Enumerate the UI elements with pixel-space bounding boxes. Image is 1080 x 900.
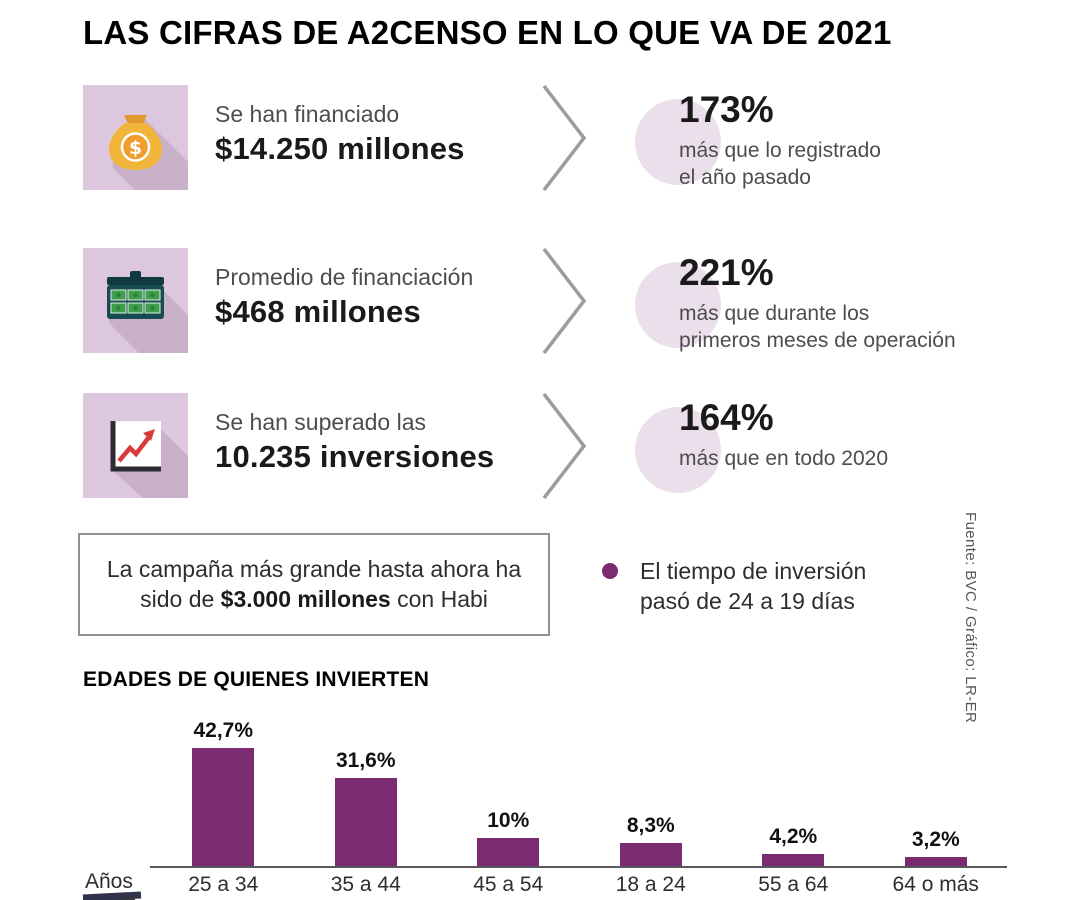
pct-description-line1: más que durante los <box>679 302 870 325</box>
svg-text:$: $ <box>129 137 142 159</box>
bar-column: 10% <box>437 809 580 866</box>
pct-description: más que lo registrado el año pasado <box>679 137 881 191</box>
pct-description-line2: primeros meses de operación <box>679 329 956 352</box>
stat-value: 10.235 inversiones <box>215 439 495 474</box>
chevron-right-icon <box>542 392 587 500</box>
bar-chart-categories: 25 a 34 35 a 44 45 a 54 18 a 24 55 a 64 64 o … <box>152 873 1007 897</box>
bar <box>334 778 397 866</box>
bullet-dot-icon <box>602 563 618 579</box>
bar-category-label: 45 a 54 <box>473 873 544 896</box>
pct-value: 164% <box>679 397 774 438</box>
bar-value-label: 3,2% <box>911 828 960 851</box>
growth-chart-icon <box>83 393 188 498</box>
stat-label: Se han superado las <box>215 409 426 435</box>
campaign-highlight-text: La campaña más grande hasta ahora ha sid… <box>99 554 529 614</box>
bar <box>619 843 682 866</box>
bar-column: 3,2% <box>865 828 1008 866</box>
bar-category-label: 64 o más <box>892 873 979 896</box>
pct-value: 221% <box>679 252 774 293</box>
bar-column: 4,2% <box>722 825 865 866</box>
bar-category-label: 55 a 64 <box>758 873 829 896</box>
bar-column: 8,3% <box>580 814 723 866</box>
bar-category-label: 18 a 24 <box>615 873 686 896</box>
pct-circle <box>635 407 721 493</box>
stat-label: Promedio de financiación <box>215 264 474 290</box>
pct-description-line2: el año pasado <box>679 166 811 189</box>
pct-description-line1: más que lo registrado <box>679 139 881 162</box>
stat-row-average: Promedio de financiación $468 millones 2… <box>0 247 1080 363</box>
bar-value-label: 4,2% <box>769 825 818 848</box>
campaign-highlight-box: La campaña más grande hasta ahora ha sid… <box>78 533 550 636</box>
bar-value-label: 8,3% <box>626 814 675 837</box>
pct-description: más que en todo 2020 <box>679 445 888 472</box>
bar <box>477 838 540 866</box>
bar-value-label: 10% <box>487 809 530 832</box>
stat-row-financed: $ Se han financiado $14.250 millones 173… <box>0 84 1080 200</box>
bar-value-label: 31,6% <box>335 749 396 772</box>
chevron-right-icon <box>542 247 587 355</box>
stat-value: $468 millones <box>215 294 421 329</box>
money-case-icon <box>83 248 188 353</box>
page-title: LAS CIFRAS DE A2CENSO EN LO QUE VA DE 20… <box>83 14 892 51</box>
bar-category-label: 25 a 34 <box>188 873 259 896</box>
bar <box>904 857 967 866</box>
bar-chart: 42,7% 31,6% 10% 8,3% 4,2% 3,2% <box>152 700 1007 866</box>
pct-description-line1: más que en todo 2020 <box>679 447 888 470</box>
highlight-text-prefix: La campaña más grande hasta ahora ha sid… <box>106 556 522 612</box>
highlight-text-bold: $3.000 millones <box>220 586 391 612</box>
bar <box>762 854 825 866</box>
pct-circle <box>635 99 721 185</box>
pct-description: más que durante los primeros meses de op… <box>679 300 956 354</box>
bar-category-label: 35 a 44 <box>330 873 401 896</box>
money-bag-icon: $ <box>83 85 188 190</box>
bar-column: 42,7% <box>152 719 295 866</box>
x-axis-line <box>150 866 1007 868</box>
chevron-right-icon <box>542 84 587 192</box>
source-credit: Fuente: BVC / Gráfico: LR-ER <box>962 512 979 724</box>
bar-value-label: 42,7% <box>193 719 254 742</box>
chart-title: EDADES DE QUIENES INVIERTEN <box>83 668 430 691</box>
stat-label: Se han financiado <box>215 101 400 127</box>
pct-circle <box>635 262 721 348</box>
pct-value: 173% <box>679 89 774 130</box>
highlight-text-suffix: con Habi <box>390 586 488 612</box>
investment-time-note: El tiempo de inversión pasó de 24 a 19 d… <box>640 558 867 614</box>
stat-row-investments: Se han superado las 10.235 inversiones 1… <box>0 392 1080 508</box>
bar <box>192 748 255 866</box>
stat-value: $14.250 millones <box>215 131 465 166</box>
bar-column: 31,6% <box>295 749 438 866</box>
